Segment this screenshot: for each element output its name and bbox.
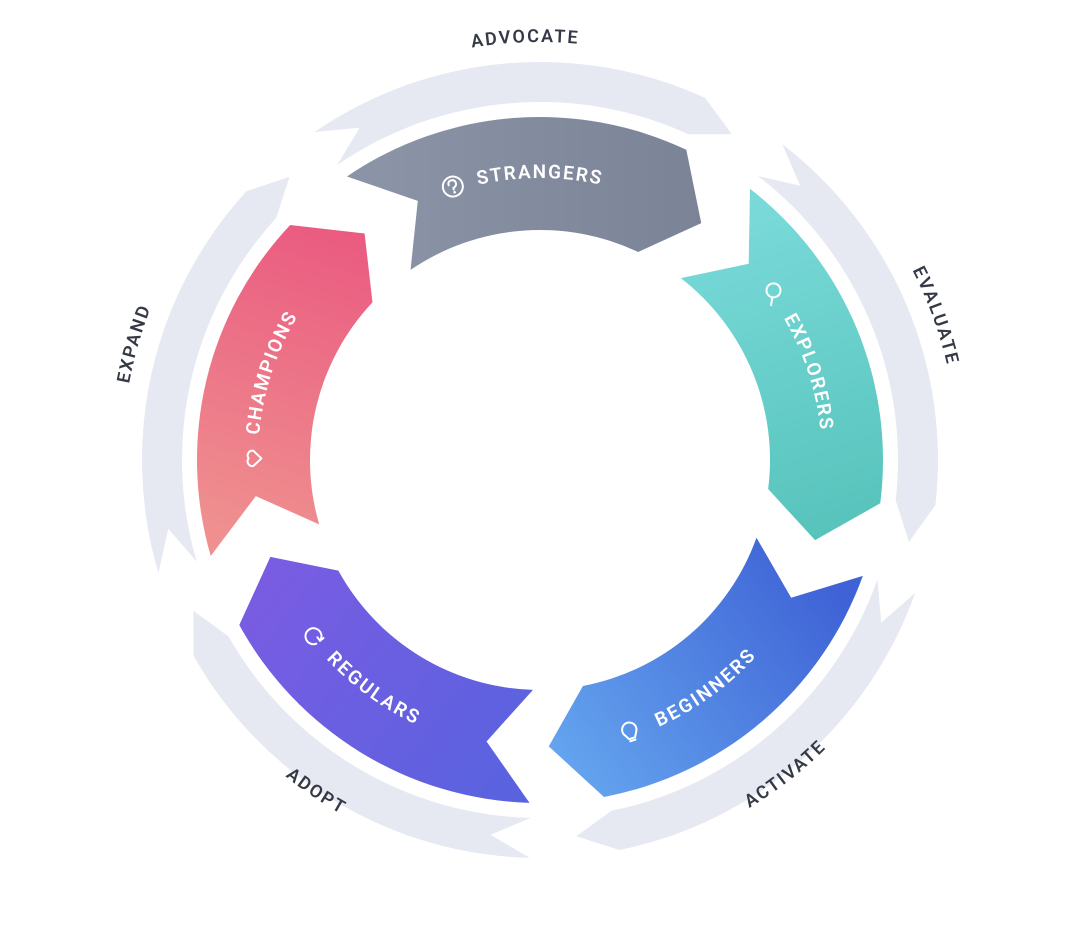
lifecycle-wheel: EVALUATEACTIVATEADOPTEXPANDADVOCATESTRAN… — [0, 0, 1080, 934]
outer-label: ADVOCATE — [470, 26, 581, 53]
inner-segment — [239, 557, 533, 803]
inner-segment — [347, 117, 701, 270]
inner-ring: STRANGERSEXPLORERSBEGINNERSREGULARSCHAMP… — [197, 117, 883, 803]
outer-label: EXPAND — [113, 301, 155, 385]
